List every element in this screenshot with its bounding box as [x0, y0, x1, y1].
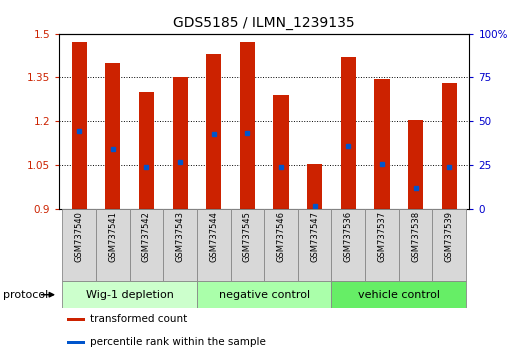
- Bar: [96, 209, 130, 281]
- Bar: [67, 318, 85, 321]
- Bar: [163, 209, 197, 281]
- Bar: [331, 209, 365, 281]
- Text: GSM737540: GSM737540: [75, 211, 84, 262]
- Text: percentile rank within the sample: percentile rank within the sample: [90, 337, 266, 348]
- Text: GSM737538: GSM737538: [411, 211, 420, 262]
- Text: GSM737537: GSM737537: [378, 211, 386, 262]
- Bar: [399, 209, 432, 281]
- Text: GSM737543: GSM737543: [175, 211, 185, 262]
- Text: GSM737544: GSM737544: [209, 211, 218, 262]
- Text: GSM737542: GSM737542: [142, 211, 151, 262]
- Bar: [240, 42, 255, 209]
- Text: GSM737536: GSM737536: [344, 211, 353, 262]
- Text: GSM737541: GSM737541: [108, 211, 117, 262]
- Title: GDS5185 / ILMN_1239135: GDS5185 / ILMN_1239135: [173, 16, 355, 30]
- Bar: [442, 83, 457, 209]
- Bar: [67, 341, 85, 344]
- Bar: [341, 57, 356, 209]
- Bar: [230, 209, 264, 281]
- Text: GSM737539: GSM737539: [445, 211, 453, 262]
- Bar: [298, 209, 331, 281]
- Text: GSM737545: GSM737545: [243, 211, 252, 262]
- Bar: [408, 120, 423, 209]
- Bar: [307, 164, 322, 209]
- Bar: [273, 95, 289, 209]
- Text: negative control: negative control: [219, 290, 310, 300]
- Text: GSM737547: GSM737547: [310, 211, 319, 262]
- Bar: [172, 78, 188, 209]
- Bar: [130, 209, 163, 281]
- Bar: [206, 54, 221, 209]
- Text: GSM737546: GSM737546: [277, 211, 286, 262]
- Text: transformed count: transformed count: [90, 314, 187, 325]
- Text: protocol: protocol: [3, 290, 48, 300]
- Bar: [374, 79, 389, 209]
- Bar: [63, 209, 96, 281]
- Text: Wig-1 depletion: Wig-1 depletion: [86, 290, 173, 300]
- Bar: [264, 209, 298, 281]
- Bar: [365, 209, 399, 281]
- Bar: [197, 209, 230, 281]
- Bar: [105, 63, 121, 209]
- Bar: [139, 92, 154, 209]
- Text: vehicle control: vehicle control: [358, 290, 440, 300]
- Bar: [72, 42, 87, 209]
- Bar: [63, 281, 197, 308]
- Bar: [331, 281, 466, 308]
- Bar: [432, 209, 466, 281]
- Bar: [197, 281, 331, 308]
